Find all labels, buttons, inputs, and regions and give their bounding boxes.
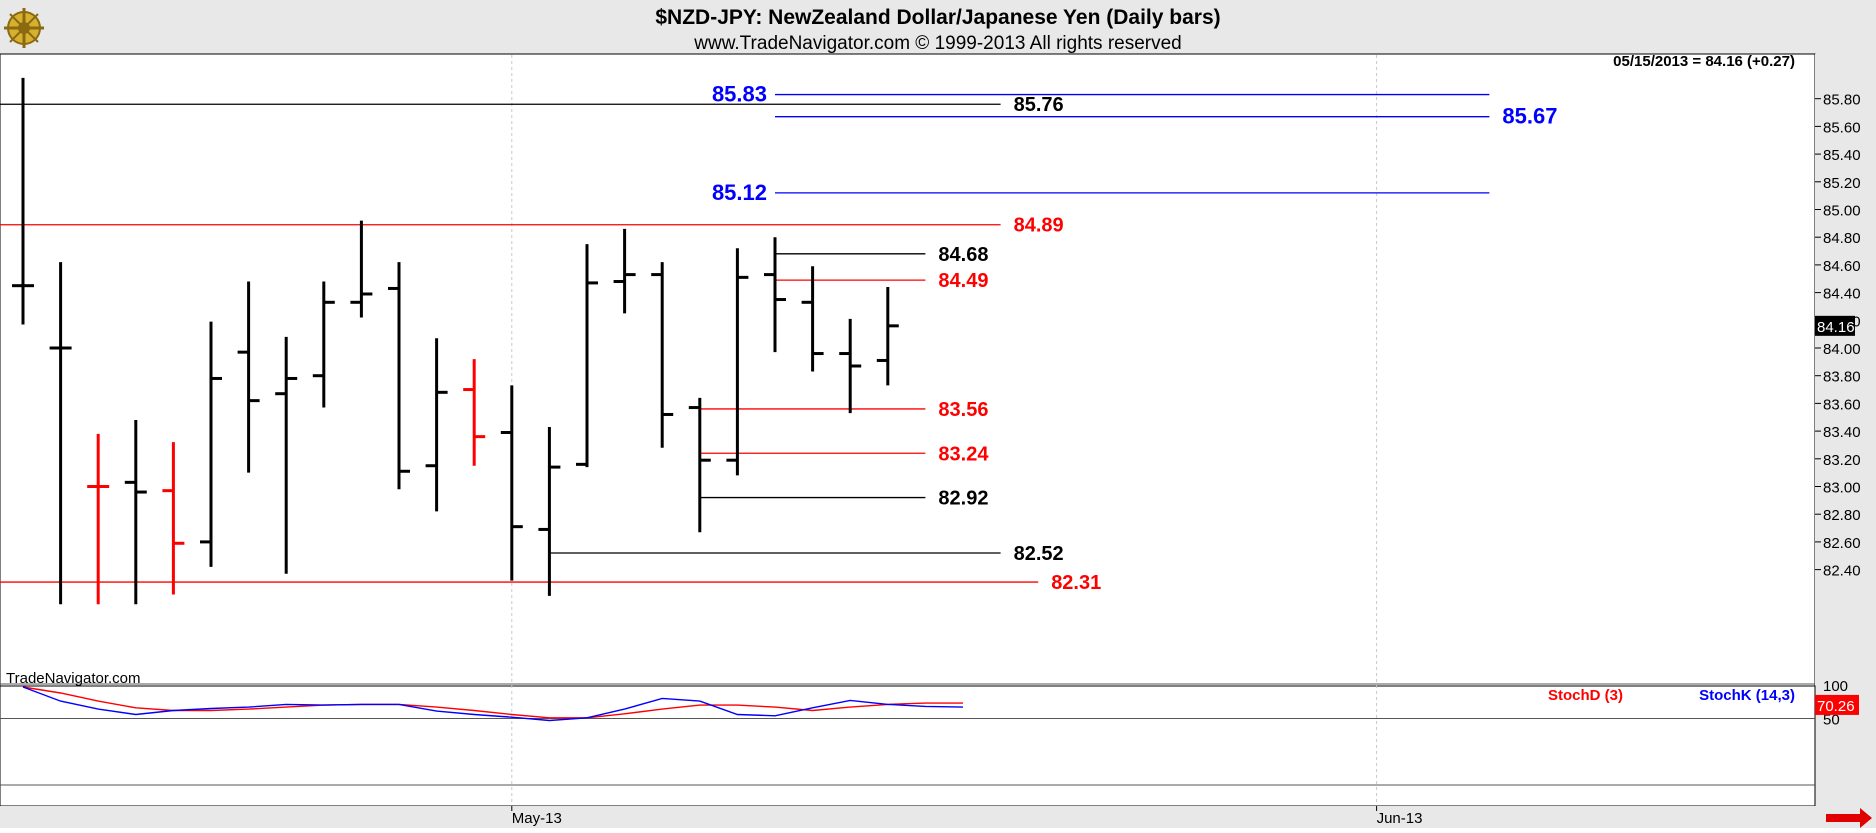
date-tick-label: Jun-13	[1377, 810, 1423, 827]
ohlc-bar	[237, 281, 260, 473]
ohlc-bar	[538, 426, 561, 596]
date-axis: May-13 Jun-13	[511, 806, 1423, 827]
price-tick-label: 84.60	[1823, 258, 1861, 275]
price-tick-label: 82.80	[1823, 507, 1861, 524]
ohlc-bar	[876, 287, 899, 386]
chart-title: $NZD-JPY: NewZealand Dollar/Japanese Yen…	[655, 6, 1220, 29]
price-tick-label: 83.40	[1823, 424, 1861, 441]
legend-stochd: StochD (3)	[1548, 687, 1623, 704]
price-axis: 85.80 85.60 85.40 85.20 85.00 84.80 84.60 84.40…	[1815, 92, 1861, 580]
ohlc-bar	[388, 262, 410, 490]
stoch-tick-label: 100	[1823, 678, 1848, 695]
price-tick-label: 85.40	[1823, 147, 1861, 164]
last-price-label: 84.16	[1817, 319, 1855, 336]
date-tick-label: May-13	[512, 810, 562, 827]
level-label: 82.52	[1014, 543, 1064, 565]
price-tick-label: 83.20	[1823, 452, 1861, 469]
date-axis-background	[0, 806, 1876, 828]
price-readout: 05/15/2013 = 84.16 (+0.27)	[1613, 53, 1795, 70]
price-tick-label: 83.80	[1823, 369, 1861, 386]
ohlc-bar	[350, 220, 373, 318]
price-panel-frame	[0, 53, 1816, 687]
stoch-tick-label: 50	[1823, 712, 1840, 729]
price-tick-label: 84.00	[1823, 341, 1861, 358]
price-tick-label: 85.20	[1823, 175, 1861, 192]
price-tick-label: 82.40	[1823, 563, 1861, 580]
price-tick-label: 84.80	[1823, 230, 1861, 247]
level-label: 85.83	[712, 82, 767, 107]
ohlc-bar	[576, 244, 598, 468]
ohlc-bar	[312, 281, 335, 408]
ohlc-bar	[200, 321, 222, 567]
watermark-text: TradeNavigator.com	[6, 670, 141, 687]
scroll-right-arrow-icon[interactable]	[1826, 808, 1872, 828]
ohlc-bar	[162, 442, 185, 595]
ohlc-bar	[764, 237, 786, 353]
ohlc-bars	[12, 77, 899, 605]
ohlc-bar	[124, 420, 147, 605]
level-label: 85.12	[712, 180, 767, 205]
price-tick-label: 85.80	[1823, 92, 1861, 109]
price-tick-label: 85.60	[1823, 119, 1861, 136]
ohlc-bar	[651, 262, 674, 448]
ohlc-bar	[500, 385, 523, 581]
price-axis-background	[1815, 54, 1876, 806]
last-stoch-label: 70.26	[1817, 698, 1855, 715]
ohlc-bar	[425, 338, 448, 512]
ship-wheel-logo-icon	[4, 8, 44, 48]
level-label: 83.56	[938, 399, 988, 421]
ohlc-bar	[275, 336, 298, 574]
stochastic-indicator: 100 50 StochD (3) StochK (14,3) 70.26	[0, 678, 1859, 786]
copyright-text: www.TradeNavigator.com © 1999-2013 All r…	[693, 33, 1181, 54]
price-tick-label: 82.60	[1823, 535, 1861, 552]
support-resistance-levels: 85.83 85.67 85.12 85.76 84.89 84.68 84.49 83.56…	[0, 82, 1557, 594]
level-label: 85.76	[1014, 94, 1064, 116]
level-label: 85.67	[1502, 104, 1557, 129]
level-label: 82.92	[938, 488, 988, 510]
ohlc-bar	[726, 248, 749, 476]
ohlc-bar	[613, 228, 636, 314]
ohlc-bar	[87, 433, 110, 605]
level-label: 84.89	[1014, 215, 1064, 237]
ohlc-bar	[12, 77, 34, 325]
ohlc-bar	[801, 266, 824, 372]
ohlc-bar	[839, 318, 862, 414]
price-tick-label: 83.60	[1823, 396, 1861, 413]
stoch-series-line	[22, 686, 964, 722]
level-label: 83.24	[938, 443, 989, 465]
ohlc-bar	[688, 397, 711, 533]
ohlc-bar	[463, 359, 486, 466]
ohlc-bar	[49, 262, 72, 605]
level-label: 82.31	[1051, 572, 1101, 594]
legend-stochk: StochK (14,3)	[1699, 687, 1795, 704]
price-tick-label: 84.40	[1823, 286, 1861, 303]
price-tick-label: 83.00	[1823, 480, 1861, 497]
level-label: 84.49	[938, 270, 988, 292]
header-background	[0, 0, 1876, 56]
price-tick-label: 85.00	[1823, 203, 1861, 220]
last-stoch-marker	[1815, 694, 1859, 715]
last-price-marker	[1815, 315, 1855, 336]
level-label: 84.68	[938, 244, 988, 266]
